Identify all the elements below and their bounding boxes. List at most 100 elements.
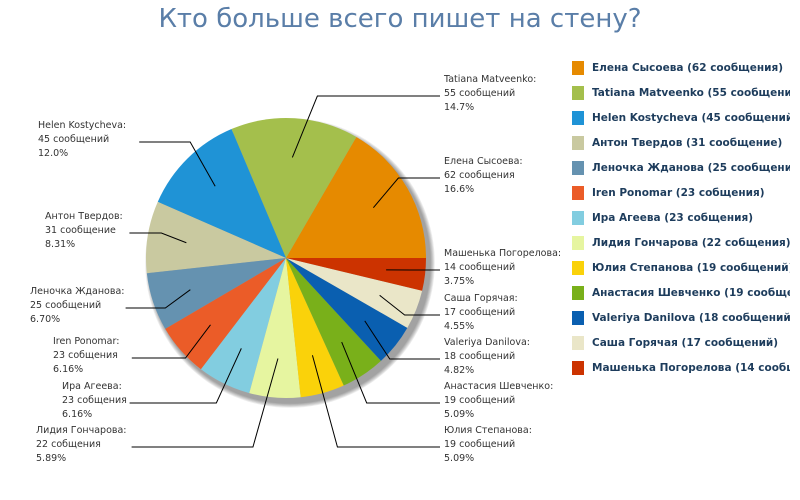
label-count: 22 собщения bbox=[36, 439, 101, 450]
label-percent: 16.6% bbox=[444, 184, 474, 195]
legend-item: Ира Агеева (23 собщения) bbox=[572, 205, 790, 230]
legend-label: Iren Ponomar (23 собщения) bbox=[592, 186, 765, 199]
legend-swatch bbox=[572, 110, 584, 125]
legend-swatch bbox=[572, 135, 584, 150]
pie-slice bbox=[146, 201, 286, 274]
legend-label: Helen Kostycheva (45 сообщений) bbox=[592, 111, 790, 124]
pie-slice bbox=[200, 258, 286, 394]
leader-line bbox=[139, 141, 216, 187]
label-name: Леночка Жданова: bbox=[30, 286, 124, 297]
leader-line bbox=[291, 95, 440, 158]
slice-label: Саша Горячая: 17 сообщений 4.55% bbox=[444, 293, 518, 332]
label-count: 17 сообщений bbox=[444, 307, 515, 318]
pie-slice bbox=[165, 258, 286, 370]
slice-label: Леночка Жданова: 25 сообщений 6.70% bbox=[30, 286, 124, 325]
legend-label: Саша Горячая (17 сообщений) bbox=[592, 336, 779, 349]
legend-swatch bbox=[572, 60, 584, 75]
label-count: 14 сообщений bbox=[444, 262, 515, 273]
label-name: Елена Сысоева: bbox=[444, 156, 523, 167]
legend-item: Елена Сысоева (62 сообщения) bbox=[572, 55, 790, 80]
slice-label: Ира Агеева: 23 собщения 6.16% bbox=[62, 381, 127, 420]
label-count: 19 сообщений bbox=[444, 395, 515, 406]
label-percent: 5.09% bbox=[444, 453, 474, 464]
legend-swatch bbox=[572, 335, 584, 350]
slice-label: Лидия Гончарова: 22 собщения 5.89% bbox=[36, 425, 127, 464]
leader-line bbox=[125, 289, 191, 309]
legend-swatch bbox=[572, 210, 584, 225]
label-percent: 4.55% bbox=[444, 321, 474, 332]
label-count: 25 сообщений bbox=[30, 300, 101, 311]
legend-swatch bbox=[572, 235, 584, 250]
label-count: 45 сообщений bbox=[38, 134, 109, 145]
leader-line bbox=[129, 348, 242, 404]
label-name: Valeriya Danilova: bbox=[444, 337, 530, 348]
slice-label: Анастасия Шевченко: 19 сообщений 5.09% bbox=[444, 381, 553, 420]
slice-label: Юлия Степанова: 19 сообщений 5.09% bbox=[444, 425, 532, 464]
legend-item: Машенька Погорелова (14 сообщений) bbox=[572, 355, 790, 380]
pie-slice bbox=[231, 117, 357, 258]
label-name: Анастасия Шевченко: bbox=[444, 381, 553, 392]
label-percent: 12.0% bbox=[38, 148, 68, 159]
legend-swatch bbox=[572, 310, 584, 325]
slice-label: Антон Твердов: 31 сообщение 8.31% bbox=[45, 211, 123, 250]
legend-label: Леночка Жданова (25 сообщений) bbox=[592, 161, 790, 174]
legend-label: Valeriya Danilova (18 сообщений) bbox=[592, 311, 790, 324]
label-percent: 6.70% bbox=[30, 314, 60, 325]
label-percent: 5.09% bbox=[444, 409, 474, 420]
label-percent: 14.7% bbox=[444, 102, 474, 113]
label-percent: 8.31% bbox=[45, 239, 75, 250]
leader-line bbox=[364, 320, 440, 360]
legend-label: Юлия Степанова (19 сообщений) bbox=[592, 261, 790, 274]
label-percent: 6.16% bbox=[62, 409, 92, 420]
legend-item: Tatiana Matveenko (55 сообщений) bbox=[572, 80, 790, 105]
legend-item: Саша Горячая (17 сообщений) bbox=[572, 330, 790, 355]
label-percent: 5.89% bbox=[36, 453, 66, 464]
legend-label: Ира Агеева (23 собщения) bbox=[592, 211, 754, 224]
legend-label: Машенька Погорелова (14 сообщений) bbox=[592, 361, 790, 374]
leader-line bbox=[372, 177, 440, 209]
legend-swatch bbox=[572, 285, 584, 300]
legend-item: Iren Ponomar (23 собщения) bbox=[572, 180, 790, 205]
leader-line bbox=[131, 358, 279, 448]
slice-label: Iren Ponomar: 23 собщения 6.16% bbox=[53, 336, 119, 375]
label-name: Лидия Гончарова: bbox=[36, 425, 127, 436]
label-percent: 6.16% bbox=[53, 364, 83, 375]
label-count: 19 сообщений bbox=[444, 439, 515, 450]
legend-item: Антон Твердов (31 сообщение) bbox=[572, 130, 790, 155]
pie-slice bbox=[286, 258, 426, 291]
legend-label: Tatiana Matveenko (55 сообщений) bbox=[592, 86, 790, 99]
label-name: Юлия Степанова: bbox=[444, 425, 532, 436]
label-name: Саша Горячая: bbox=[444, 293, 518, 304]
legend-swatch bbox=[572, 85, 584, 100]
leader-line bbox=[311, 355, 440, 448]
chart-title: Кто больше всего пишет на стену? bbox=[158, 4, 642, 34]
pie-slice bbox=[286, 258, 344, 398]
label-count: 23 собщения bbox=[53, 350, 118, 361]
leader-line bbox=[379, 294, 440, 316]
label-count: 18 сообщений bbox=[444, 351, 515, 362]
legend-label: Антон Твердов (31 сообщение) bbox=[592, 136, 783, 149]
pie-slice bbox=[157, 129, 286, 258]
legend-item: Юлия Степанова (19 сообщений) bbox=[572, 255, 790, 280]
label-percent: 4.82% bbox=[444, 365, 474, 376]
label-count: 55 сообщений bbox=[444, 88, 515, 99]
leader-line bbox=[129, 232, 187, 244]
legend-item: Лидия Гончарова (22 собщения) bbox=[572, 230, 790, 255]
legend-item: Helen Kostycheva (45 сообщений) bbox=[572, 105, 790, 130]
legend-swatch bbox=[572, 360, 584, 375]
label-name: Антон Твердов: bbox=[45, 211, 123, 222]
label-name: Машенька Погорелова: bbox=[444, 248, 561, 259]
label-name: Ира Агеева: bbox=[62, 381, 122, 392]
pie-slice bbox=[146, 258, 286, 329]
legend-label: Елена Сысоева (62 сообщения) bbox=[592, 61, 784, 74]
slice-label: Valeriya Danilova: 18 сообщений 4.82% bbox=[444, 337, 530, 376]
leader-line bbox=[341, 341, 440, 404]
leader-line bbox=[131, 324, 211, 359]
legend-swatch bbox=[572, 160, 584, 175]
pie-slice bbox=[249, 258, 301, 398]
label-percent: 3.75% bbox=[444, 276, 474, 287]
pie-slice bbox=[286, 258, 423, 328]
slice-label: Машенька Погорелова: 14 сообщений 3.75% bbox=[444, 248, 561, 287]
label-name: Tatiana Matveenko: bbox=[443, 74, 536, 85]
slice-label: Helen Kostycheva: 45 сообщений 12.0% bbox=[38, 120, 126, 159]
